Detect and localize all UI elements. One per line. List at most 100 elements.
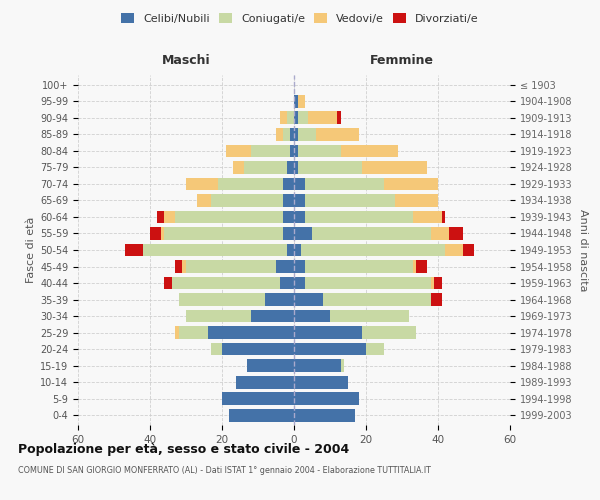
Bar — [164, 276, 172, 289]
Bar — [280, 112, 287, 124]
Bar — [298, 128, 316, 141]
Bar — [298, 95, 305, 108]
Bar — [186, 310, 251, 322]
Bar — [362, 326, 416, 339]
Bar — [294, 178, 305, 190]
Bar — [294, 310, 330, 322]
Bar — [294, 194, 305, 207]
Bar — [341, 144, 398, 158]
Bar — [337, 112, 341, 124]
Bar — [305, 210, 413, 224]
Bar — [294, 359, 341, 372]
Bar — [312, 227, 431, 240]
Bar — [233, 161, 244, 174]
Bar — [294, 210, 305, 224]
Bar — [211, 342, 222, 355]
Bar — [413, 260, 416, 273]
Bar — [431, 293, 442, 306]
Bar — [298, 161, 362, 174]
Bar — [283, 128, 290, 141]
Bar — [283, 194, 294, 207]
Bar — [294, 408, 355, 422]
Bar — [290, 144, 294, 158]
Bar — [341, 359, 344, 372]
Bar — [247, 359, 294, 372]
Bar — [305, 260, 413, 273]
Bar — [197, 194, 211, 207]
Bar — [175, 210, 283, 224]
Bar — [143, 244, 287, 256]
Bar — [218, 178, 283, 190]
Bar — [294, 227, 312, 240]
Bar — [222, 342, 294, 355]
Bar — [229, 408, 294, 422]
Bar — [449, 227, 463, 240]
Bar — [431, 227, 449, 240]
Bar — [164, 210, 175, 224]
Bar — [161, 227, 164, 240]
Bar — [283, 227, 294, 240]
Bar — [175, 260, 182, 273]
Bar — [434, 276, 442, 289]
Bar — [308, 112, 337, 124]
Bar — [251, 144, 290, 158]
Bar — [179, 293, 265, 306]
Bar — [330, 310, 409, 322]
Bar — [280, 276, 294, 289]
Bar — [172, 276, 280, 289]
Bar — [179, 326, 208, 339]
Bar — [294, 128, 298, 141]
Y-axis label: Anni di nascita: Anni di nascita — [578, 208, 588, 291]
Text: Maschi: Maschi — [161, 54, 211, 66]
Bar — [294, 244, 301, 256]
Bar — [294, 376, 348, 388]
Bar — [294, 342, 366, 355]
Bar — [413, 210, 442, 224]
Bar — [305, 194, 395, 207]
Bar — [125, 244, 143, 256]
Bar — [186, 178, 218, 190]
Bar — [463, 244, 474, 256]
Bar — [157, 210, 164, 224]
Bar — [445, 244, 463, 256]
Bar — [366, 342, 384, 355]
Text: Popolazione per età, sesso e stato civile - 2004: Popolazione per età, sesso e stato civil… — [18, 442, 349, 456]
Bar — [276, 128, 283, 141]
Bar — [164, 227, 283, 240]
Bar — [294, 392, 359, 405]
Bar — [294, 144, 298, 158]
Bar — [442, 210, 445, 224]
Bar — [251, 310, 294, 322]
Bar — [384, 178, 438, 190]
Bar — [211, 194, 283, 207]
Bar — [294, 326, 362, 339]
Bar — [287, 161, 294, 174]
Bar — [290, 128, 294, 141]
Bar — [431, 276, 434, 289]
Bar — [294, 161, 298, 174]
Bar — [276, 260, 294, 273]
Bar — [294, 293, 323, 306]
Bar — [236, 376, 294, 388]
Bar — [265, 293, 294, 306]
Bar — [182, 260, 186, 273]
Bar — [283, 178, 294, 190]
Text: Femmine: Femmine — [370, 54, 434, 66]
Bar — [305, 276, 431, 289]
Legend: Celibi/Nubili, Coniugati/e, Vedovi/e, Divorziati/e: Celibi/Nubili, Coniugati/e, Vedovi/e, Di… — [121, 13, 479, 24]
Bar — [323, 293, 431, 306]
Bar — [226, 144, 251, 158]
Bar — [316, 128, 359, 141]
Bar — [186, 260, 276, 273]
Bar — [287, 244, 294, 256]
Bar — [150, 227, 161, 240]
Bar — [244, 161, 287, 174]
Bar — [283, 210, 294, 224]
Bar — [305, 178, 384, 190]
Bar — [222, 392, 294, 405]
Bar — [298, 112, 308, 124]
Y-axis label: Fasce di età: Fasce di età — [26, 217, 36, 283]
Bar — [294, 260, 305, 273]
Bar — [208, 326, 294, 339]
Bar — [294, 95, 298, 108]
